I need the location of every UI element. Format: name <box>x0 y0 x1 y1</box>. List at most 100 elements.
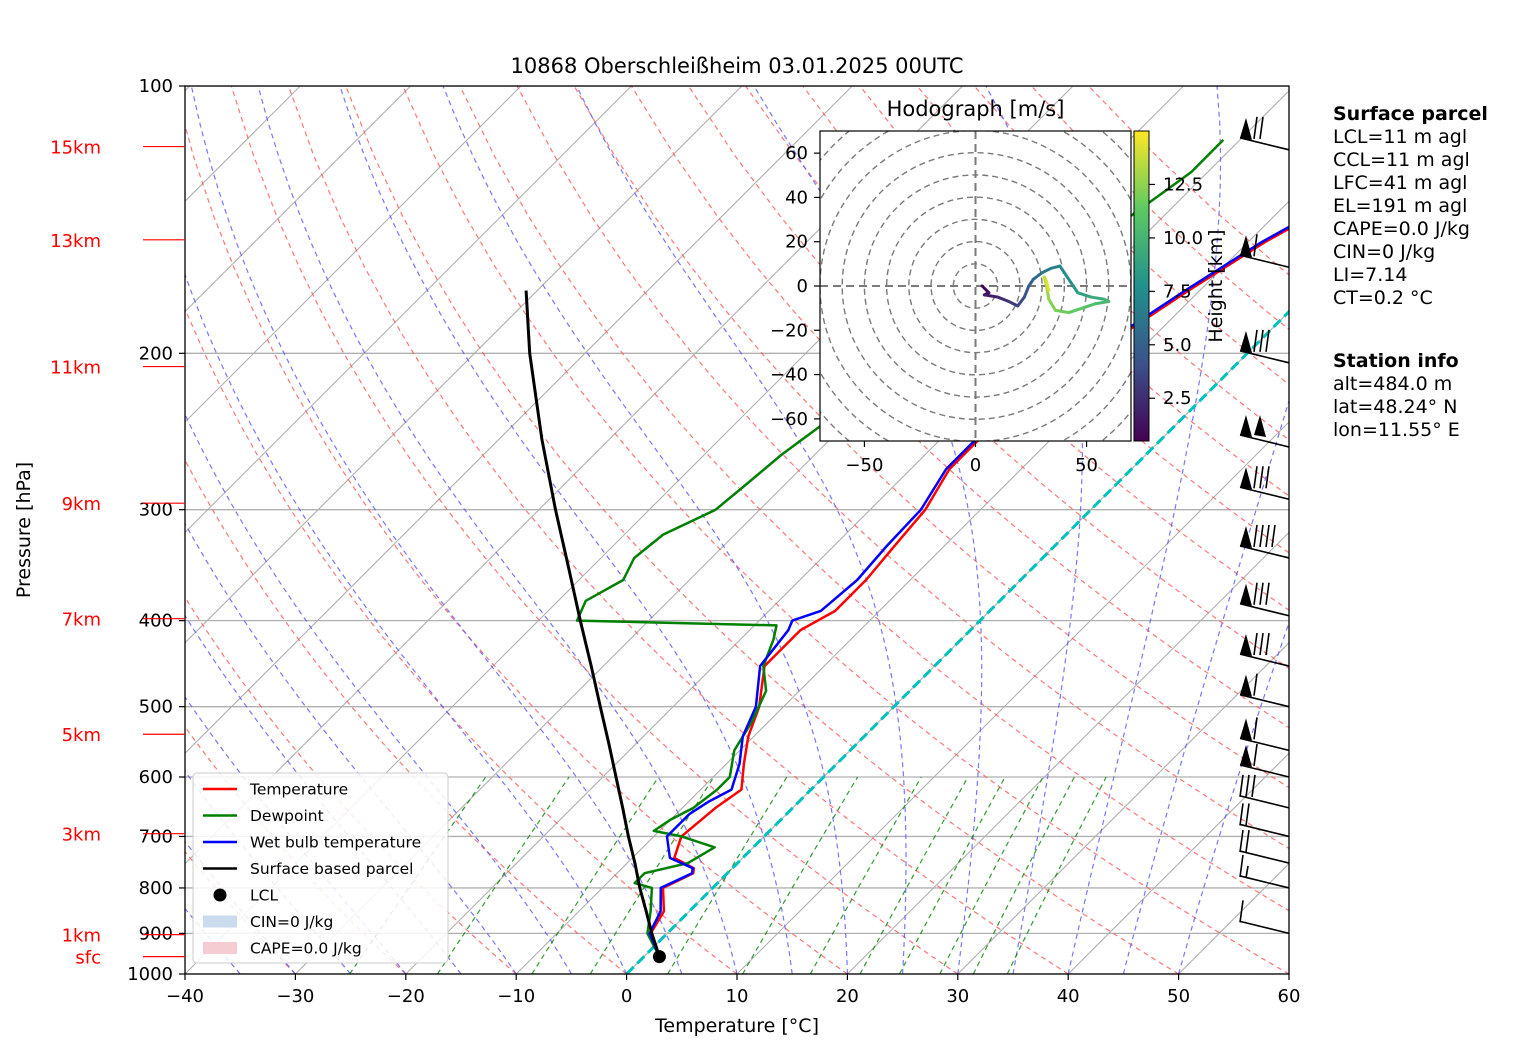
mixing-ratio-line <box>349 776 487 974</box>
hodograph-segment <box>982 293 1000 299</box>
mixing-ratio-line <box>589 776 715 974</box>
moist-adiabat-line <box>985 86 1084 974</box>
hodograph-y-tick-label: −60 <box>770 409 808 430</box>
wind-barb-flag <box>1240 718 1252 741</box>
hodograph-x-tick-label: 50 <box>1075 455 1098 476</box>
wind-barb-full <box>1253 632 1258 656</box>
isotherm-line <box>626 310 1289 974</box>
colorbar-tick-label: 10.0 <box>1163 228 1203 249</box>
dry-adiabat-line <box>185 458 627 974</box>
hodograph-background <box>820 131 1131 441</box>
wind-barb-staff <box>1239 434 1290 448</box>
hodograph-x-tick-label: 0 <box>970 455 981 476</box>
hodograph-segment <box>1040 266 1053 275</box>
wind-barb-full <box>1239 900 1244 923</box>
dry-adiabat-line <box>516 86 1289 850</box>
mixing-ratio-line <box>742 776 859 974</box>
y-tick-label: 800 <box>139 878 173 899</box>
wind-barb-full <box>1253 234 1258 257</box>
moist-adiabat-line <box>1067 86 1222 974</box>
colorbar-label: Height [km] <box>1205 229 1227 342</box>
colorbar-tick-label: 2.5 <box>1163 388 1192 409</box>
wind-barb-flag <box>1240 583 1252 606</box>
station-info-panel: Station info alt=484.0 m lat=48.24° N lo… <box>1333 350 1460 442</box>
x-axis-label: Temperature [°C] <box>654 1015 819 1037</box>
wind-barb <box>1239 582 1290 617</box>
dry-adiabat-line <box>402 86 1289 974</box>
hodograph-y-tick-label: −40 <box>770 365 808 386</box>
legend-label: LCL <box>250 887 278 905</box>
hodograph-segment <box>1016 295 1026 308</box>
wind-barb-full <box>1253 524 1258 548</box>
isotherm-line <box>185 86 411 313</box>
hodograph-segment <box>1093 300 1111 306</box>
y-tick-label: 200 <box>139 343 173 364</box>
mixing-ratio-line <box>1006 776 1107 974</box>
mixing-ratio-line <box>667 776 788 974</box>
wind-barb-full <box>1253 116 1258 139</box>
series-line-surface-based-parcel <box>524 290 661 958</box>
legend: Temperature Dewpoint Wet bulb temperature S… <box>192 772 449 964</box>
wind-barb <box>1239 234 1290 269</box>
wind-barb-full <box>1259 632 1264 656</box>
moist-adiabat-line <box>753 86 983 974</box>
moist-adiabat-line <box>190 86 683 974</box>
legend-swatch-patch <box>203 915 237 928</box>
wind-barb-full <box>1265 466 1270 489</box>
y-tick-label: 900 <box>139 923 173 944</box>
wind-barb-staff <box>1239 737 1290 752</box>
wind-barb-half <box>1245 865 1249 879</box>
surface-parcel-cape: CAPE=0.0 J/kg <box>1333 218 1470 240</box>
x-tick-label: 40 <box>1057 986 1080 1007</box>
hodograph-segment <box>1049 264 1062 270</box>
hodograph-segment <box>1031 271 1044 281</box>
hodograph-segment <box>996 295 1011 303</box>
moist-adiabat-line <box>1122 398 1289 974</box>
height-marker-label: 11km <box>50 358 101 379</box>
height-marker-label: 9km <box>62 494 101 515</box>
x-tick-label: 30 <box>946 986 969 1007</box>
mixing-ratio-line <box>859 776 969 974</box>
hodograph-segment <box>1045 280 1051 292</box>
hodograph-y-tick-label: 60 <box>785 143 808 164</box>
wind-barb <box>1239 829 1290 864</box>
height-marker-label: 7km <box>62 610 101 631</box>
moist-adiabat-line <box>1178 620 1289 974</box>
y-tick-label: 700 <box>139 826 173 847</box>
height-marker-label: 15km <box>50 138 101 159</box>
wind-barb-full <box>1265 582 1270 605</box>
height-marker-label: 5km <box>62 725 101 746</box>
moist-adiabat-line <box>339 86 793 974</box>
wind-barb <box>1239 743 1290 778</box>
hodograph-segment <box>1089 295 1106 301</box>
wind-barb-full <box>1239 803 1244 826</box>
surface-parcel-title: Surface parcel <box>1333 103 1488 125</box>
wind-barb-full <box>1253 717 1258 740</box>
station-altitude: alt=484.0 m <box>1333 373 1453 395</box>
wind-barb-full <box>1253 743 1258 767</box>
dry-adiabat-line <box>185 307 738 974</box>
wind-barb-staff <box>1239 795 1290 809</box>
hodograph-y-tick-label: −20 <box>770 320 808 341</box>
x-tick-label: 10 <box>726 986 749 1007</box>
wind-barb-full <box>1259 466 1264 489</box>
wind-barb-full <box>1265 329 1270 352</box>
wind-barb-full <box>1245 829 1250 853</box>
isotherm-line <box>736 421 1289 974</box>
height-marker-label: 1km <box>62 926 101 947</box>
legend-label: CAPE=0.0 J/kg <box>250 940 362 958</box>
moist-adiabat-line <box>442 86 848 974</box>
wind-barb <box>1239 524 1290 559</box>
wind-barb-staff <box>1239 764 1290 778</box>
hodograph-segment <box>1047 297 1057 312</box>
x-tick-label: −30 <box>276 986 314 1007</box>
hodograph-ring <box>885 196 1066 376</box>
station-longitude: lon=11.55° E <box>1333 419 1460 441</box>
hodograph-plot-area <box>820 131 1131 441</box>
x-tick-label: 50 <box>1167 986 1190 1007</box>
wind-barb-full <box>1265 524 1270 548</box>
y-tick-label: 600 <box>139 767 173 788</box>
wind-barb-staff <box>1239 603 1290 617</box>
wind-barb-staff <box>1239 350 1290 364</box>
